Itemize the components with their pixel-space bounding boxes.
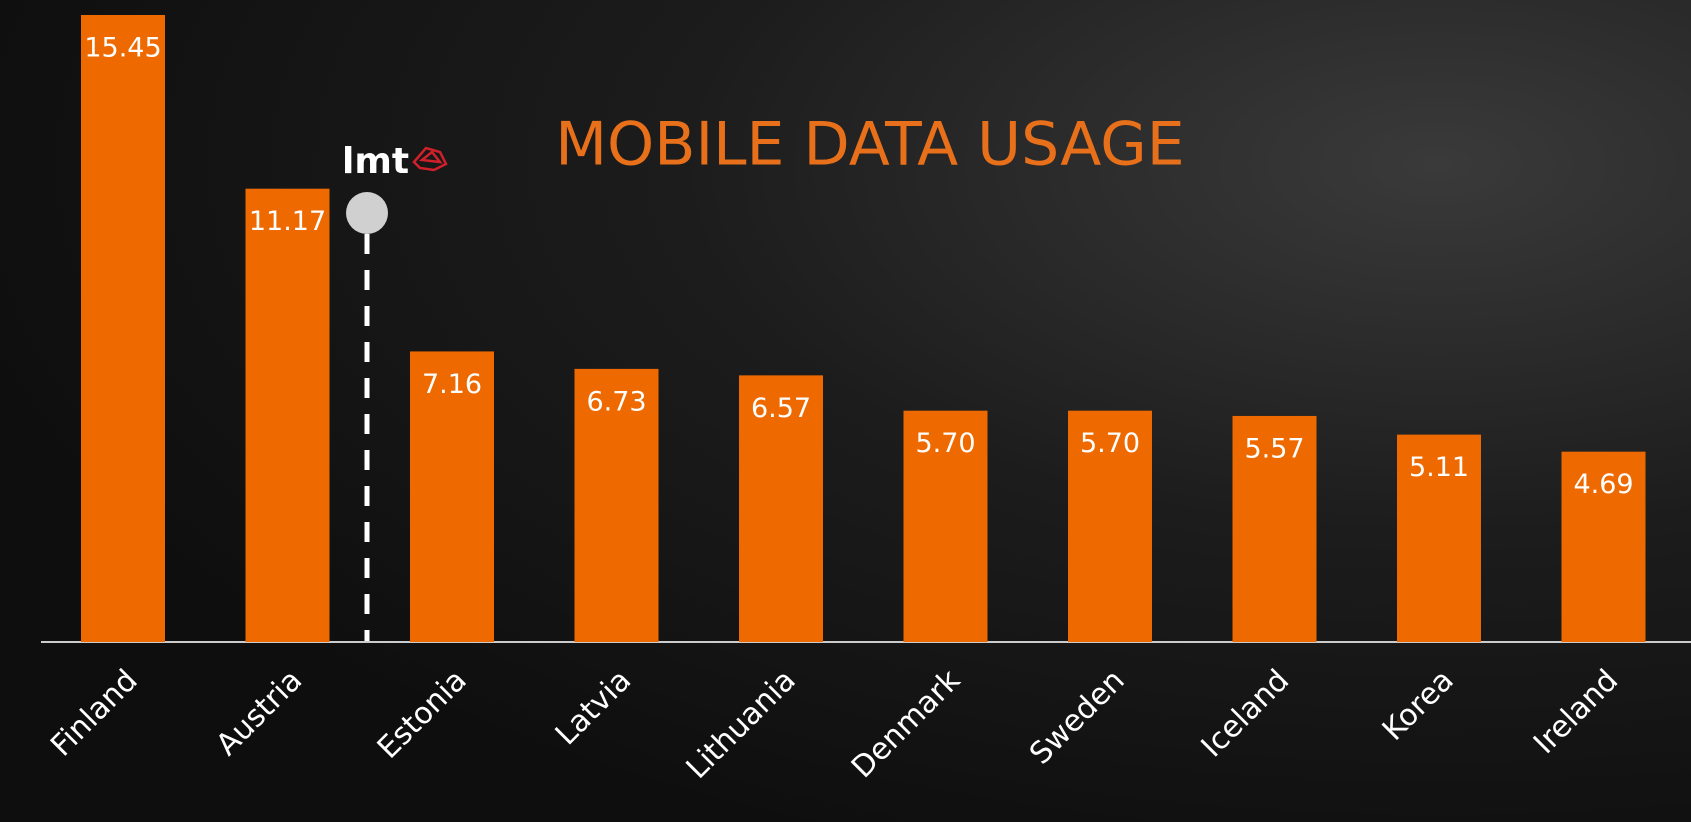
logo-text: lmt xyxy=(342,141,409,182)
value-label: 5.11 xyxy=(1409,452,1469,483)
bar xyxy=(410,351,494,642)
bar xyxy=(574,368,659,642)
logo-icon xyxy=(412,146,448,172)
bar xyxy=(1232,415,1317,642)
chart-title: MOBILE DATA USAGE xyxy=(555,110,1184,180)
bar xyxy=(245,188,330,642)
bar xyxy=(81,15,165,642)
value-label: 5.70 xyxy=(1080,428,1140,459)
bar xyxy=(739,375,823,642)
value-label: 6.73 xyxy=(586,386,646,417)
value-label: 7.16 xyxy=(422,369,482,400)
value-label: 5.70 xyxy=(915,428,975,459)
bar xyxy=(903,410,988,642)
value-label: 6.57 xyxy=(751,393,811,424)
bar xyxy=(1397,434,1481,642)
bar xyxy=(1068,410,1152,642)
marker-dot xyxy=(346,192,388,234)
bar xyxy=(1561,451,1646,642)
value-label: 15.45 xyxy=(84,33,161,64)
value-label: 5.57 xyxy=(1244,433,1304,464)
value-label: 4.69 xyxy=(1573,469,1633,500)
logo: lmt xyxy=(342,141,448,642)
value-label: 11.17 xyxy=(249,206,326,237)
